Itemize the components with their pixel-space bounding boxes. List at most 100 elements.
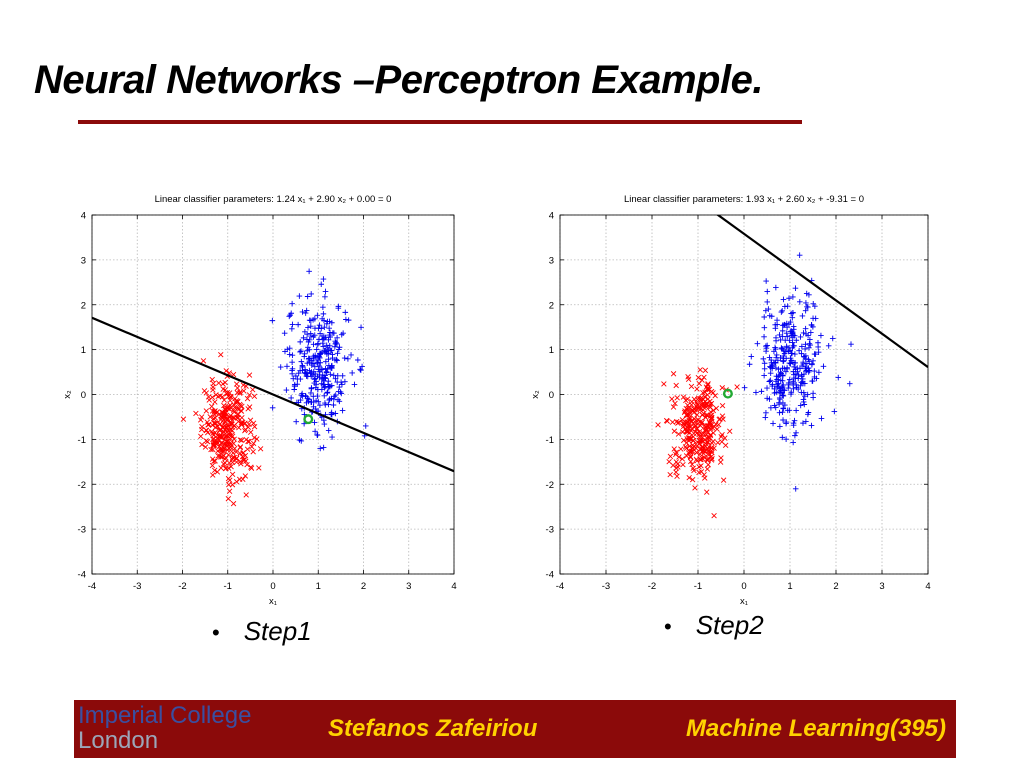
data-point (310, 341, 317, 348)
data-point (689, 461, 695, 468)
data-point (310, 355, 317, 361)
data-point (226, 390, 233, 396)
data-point (713, 405, 720, 412)
data-point (719, 402, 726, 409)
data-point (207, 414, 213, 420)
data-point (786, 295, 792, 302)
data-point (775, 380, 782, 387)
data-point (314, 312, 321, 319)
data-point (311, 419, 318, 426)
data-point (792, 285, 799, 292)
bullet-dot-icon: • (664, 614, 672, 639)
data-point (334, 372, 341, 379)
data-point (699, 412, 706, 418)
data-point (797, 402, 804, 409)
data-point (300, 335, 307, 341)
data-point (783, 436, 789, 442)
data-point (702, 367, 709, 374)
data-point (237, 444, 244, 450)
data-point (225, 475, 232, 482)
data-point (682, 444, 689, 450)
data-point (335, 388, 342, 395)
data-point (342, 309, 349, 316)
data-point (777, 337, 784, 343)
data-point (339, 373, 346, 379)
footer-bar: Imperial College London Stefanos Zafeiri… (74, 700, 956, 758)
data-point (703, 435, 710, 441)
data-point (664, 418, 671, 424)
data-point (762, 414, 769, 421)
data-point (336, 344, 343, 351)
series-blue-plus (269, 268, 369, 452)
bullet-step1-label: Step1 (243, 616, 312, 646)
data-point (702, 394, 708, 400)
data-point (667, 453, 674, 460)
data-point (766, 396, 773, 402)
data-point (221, 411, 228, 417)
data-point (308, 399, 315, 405)
data-point (804, 391, 811, 398)
x-tick-label: 3 (406, 581, 411, 592)
data-point (698, 463, 704, 469)
data-point (345, 317, 352, 323)
data-point (696, 469, 702, 476)
data-point (308, 390, 314, 396)
data-point (718, 433, 724, 440)
data-point (710, 390, 716, 396)
data-point (697, 451, 703, 457)
data-point (771, 386, 778, 392)
data-point (790, 343, 797, 349)
data-point (330, 402, 337, 408)
data-point (248, 429, 254, 435)
y-tick-label: 2 (549, 300, 554, 311)
data-point (683, 453, 690, 459)
data-point (699, 377, 705, 383)
data-point (322, 294, 328, 300)
data-point (301, 369, 308, 376)
data-point (764, 395, 770, 402)
data-point (789, 350, 795, 357)
data-point (705, 462, 711, 468)
data-point (754, 340, 761, 347)
data-point (329, 434, 335, 440)
data-point (317, 445, 324, 452)
data-point (304, 360, 311, 366)
data-point (322, 348, 329, 355)
data-point (763, 278, 769, 284)
data-point (753, 389, 759, 396)
data-point (808, 422, 815, 429)
data-point (323, 342, 330, 349)
data-point (697, 367, 703, 373)
data-point (220, 381, 226, 387)
x-tick-label: -4 (556, 581, 564, 592)
data-point (215, 380, 222, 386)
data-point (697, 456, 703, 463)
data-point (322, 288, 329, 295)
data-point (286, 345, 293, 351)
data-point (787, 347, 793, 354)
data-point (233, 449, 240, 455)
data-point (245, 406, 251, 412)
data-point (800, 420, 806, 426)
data-point (810, 300, 817, 307)
data-point (322, 400, 328, 406)
data-point (304, 331, 310, 338)
x-tick-label: -3 (602, 581, 610, 592)
data-point (308, 333, 314, 339)
data-point (764, 342, 770, 349)
data-point (229, 433, 236, 439)
data-point (332, 343, 338, 350)
data-point (315, 366, 322, 373)
data-point (811, 374, 818, 380)
chart-title: Linear classifier parameters: 1.24 x₁ + … (155, 194, 392, 205)
data-point (317, 359, 324, 366)
data-point (215, 453, 221, 459)
data-point (779, 434, 786, 441)
data-point (313, 381, 319, 388)
data-point (345, 356, 351, 362)
data-point (293, 418, 299, 425)
data-point (679, 456, 686, 462)
data-point (237, 390, 243, 396)
data-point (298, 348, 304, 354)
data-point (362, 423, 369, 429)
